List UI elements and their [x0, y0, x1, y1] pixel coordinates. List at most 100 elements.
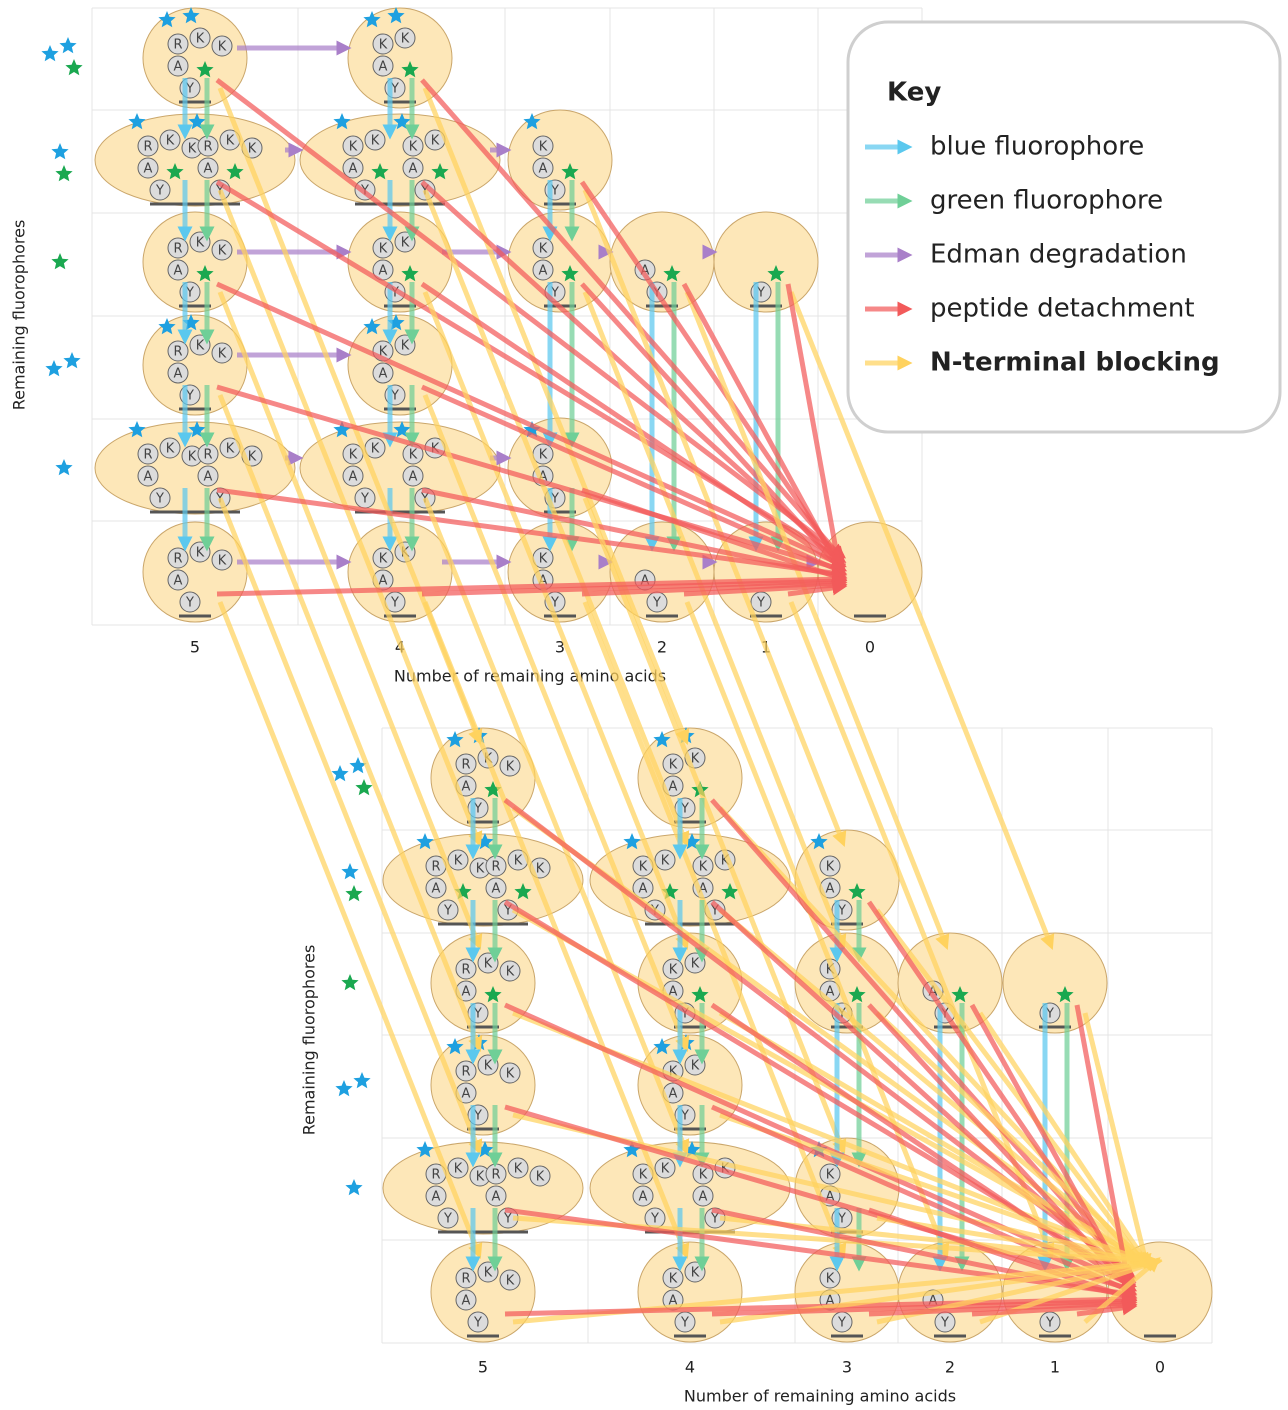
residue-letter: K	[514, 1162, 523, 1177]
residue-letter: Y	[503, 1212, 512, 1227]
fluorophore-star	[41, 45, 58, 61]
residue-letter: K	[431, 134, 440, 149]
residue-letter: K	[188, 142, 197, 157]
residue-letter: A	[174, 367, 183, 382]
residue-letter: A	[539, 162, 548, 177]
residue-letter: A	[144, 470, 153, 485]
residue-letter: A	[174, 264, 183, 279]
residue-letter: A	[432, 882, 441, 897]
residue-letter: K	[218, 244, 227, 259]
residue-letter: K	[539, 552, 548, 567]
x-tick-label: 3	[842, 1358, 852, 1377]
fluorophore-star	[341, 974, 358, 990]
residue-letter: A	[144, 162, 153, 177]
residue-letter: A	[639, 1190, 648, 1205]
residue-letter: R	[173, 38, 182, 53]
residue-letter: K	[454, 1162, 463, 1177]
residue-letter: K	[409, 140, 418, 155]
x-tick-label: 5	[190, 638, 200, 657]
residue-letter: K	[691, 957, 700, 972]
fluorophore-star	[45, 360, 62, 376]
residue-letter: K	[196, 236, 205, 251]
key-label: peptide detachment	[930, 294, 1195, 324]
residue-letter: A	[639, 882, 648, 897]
key-label: green fluorophore	[930, 186, 1163, 216]
residue-letter: K	[506, 1067, 515, 1082]
key-label: Edman degradation	[930, 240, 1187, 270]
fluorophore-star	[59, 37, 76, 53]
fluorophore-star	[55, 165, 72, 181]
residue-letter: K	[536, 862, 545, 877]
residue-letter: R	[203, 448, 212, 463]
residue-letter: K	[196, 339, 205, 354]
residue-letter: K	[226, 442, 235, 457]
arrow	[220, 602, 478, 1252]
residue-letter: K	[691, 1266, 700, 1281]
residue-letter: R	[461, 758, 470, 773]
residue-letter: Y	[680, 1316, 689, 1331]
residue-letter: K	[699, 860, 708, 875]
residue-letter: Y	[837, 1316, 846, 1331]
fluorophore-star	[355, 779, 372, 795]
residue-letter: A	[204, 162, 213, 177]
residue-letter: K	[371, 134, 380, 149]
residue-letter: Y	[650, 1212, 659, 1227]
residue-letter: K	[639, 860, 648, 875]
residue-letter: K	[371, 442, 380, 457]
residue-letter: K	[196, 32, 205, 47]
residue-letter: K	[484, 1059, 493, 1074]
residue-letter: R	[143, 448, 152, 463]
residue-letter: K	[379, 242, 388, 257]
residue-letter: K	[248, 142, 257, 157]
residue-letter: K	[484, 957, 493, 972]
key-label: N-terminal blocking	[930, 348, 1220, 378]
residue-letter: R	[173, 345, 182, 360]
residue-letter: Y	[155, 492, 164, 507]
residue-letter: A	[462, 1294, 471, 1309]
residue-letter: Y	[360, 492, 369, 507]
x-tick-label: 2	[657, 638, 667, 657]
residue-letter: K	[476, 862, 485, 877]
residue-letter: A	[349, 162, 358, 177]
residue-letter: K	[539, 140, 548, 155]
y-axis-label: Remaining fluorophores	[10, 220, 29, 411]
residue-letter: R	[461, 963, 470, 978]
x-tick-label: 1	[1050, 1358, 1060, 1377]
residue-letter: K	[639, 1168, 648, 1183]
residue-letter: A	[379, 264, 388, 279]
residue-letter: A	[492, 1190, 501, 1205]
residue-letter: K	[379, 552, 388, 567]
residue-letter: K	[166, 134, 175, 149]
residue-letter: K	[669, 758, 678, 773]
residue-letter: K	[669, 1272, 678, 1287]
residue-letter: K	[166, 442, 175, 457]
residue-letter: K	[826, 1272, 835, 1287]
residue-letter: Y	[185, 596, 194, 611]
peptide-node	[300, 114, 500, 206]
residue-letter: K	[226, 134, 235, 149]
residue-letter: A	[492, 882, 501, 897]
residue-letter: Y	[443, 1212, 452, 1227]
residue-letter: A	[409, 470, 418, 485]
residue-letter: K	[661, 854, 670, 869]
x-axis-label: Number of remaining amino acids	[684, 1387, 956, 1406]
residue-letter: K	[506, 965, 515, 980]
fluorophore-star	[335, 1080, 352, 1096]
fluorophore-star	[345, 885, 362, 901]
residue-letter: Y	[756, 596, 765, 611]
residue-letter: K	[484, 1266, 493, 1281]
residue-letter: K	[379, 38, 388, 53]
residue-letter: K	[188, 450, 197, 465]
x-tick-label: 0	[865, 638, 875, 657]
residue-letter: R	[173, 242, 182, 257]
residue-letter: K	[506, 760, 515, 775]
key-label: blue fluorophore	[930, 132, 1144, 162]
residue-letter: A	[462, 985, 471, 1000]
residue-letter: Y	[390, 596, 399, 611]
residue-letter: A	[379, 367, 388, 382]
residue-letter: K	[506, 1274, 515, 1289]
residue-letter: Y	[652, 596, 661, 611]
x-tick-label: 0	[1155, 1358, 1165, 1377]
y-axis-label: Remaining fluorophores	[300, 945, 319, 1136]
residue-letter: K	[826, 1168, 835, 1183]
